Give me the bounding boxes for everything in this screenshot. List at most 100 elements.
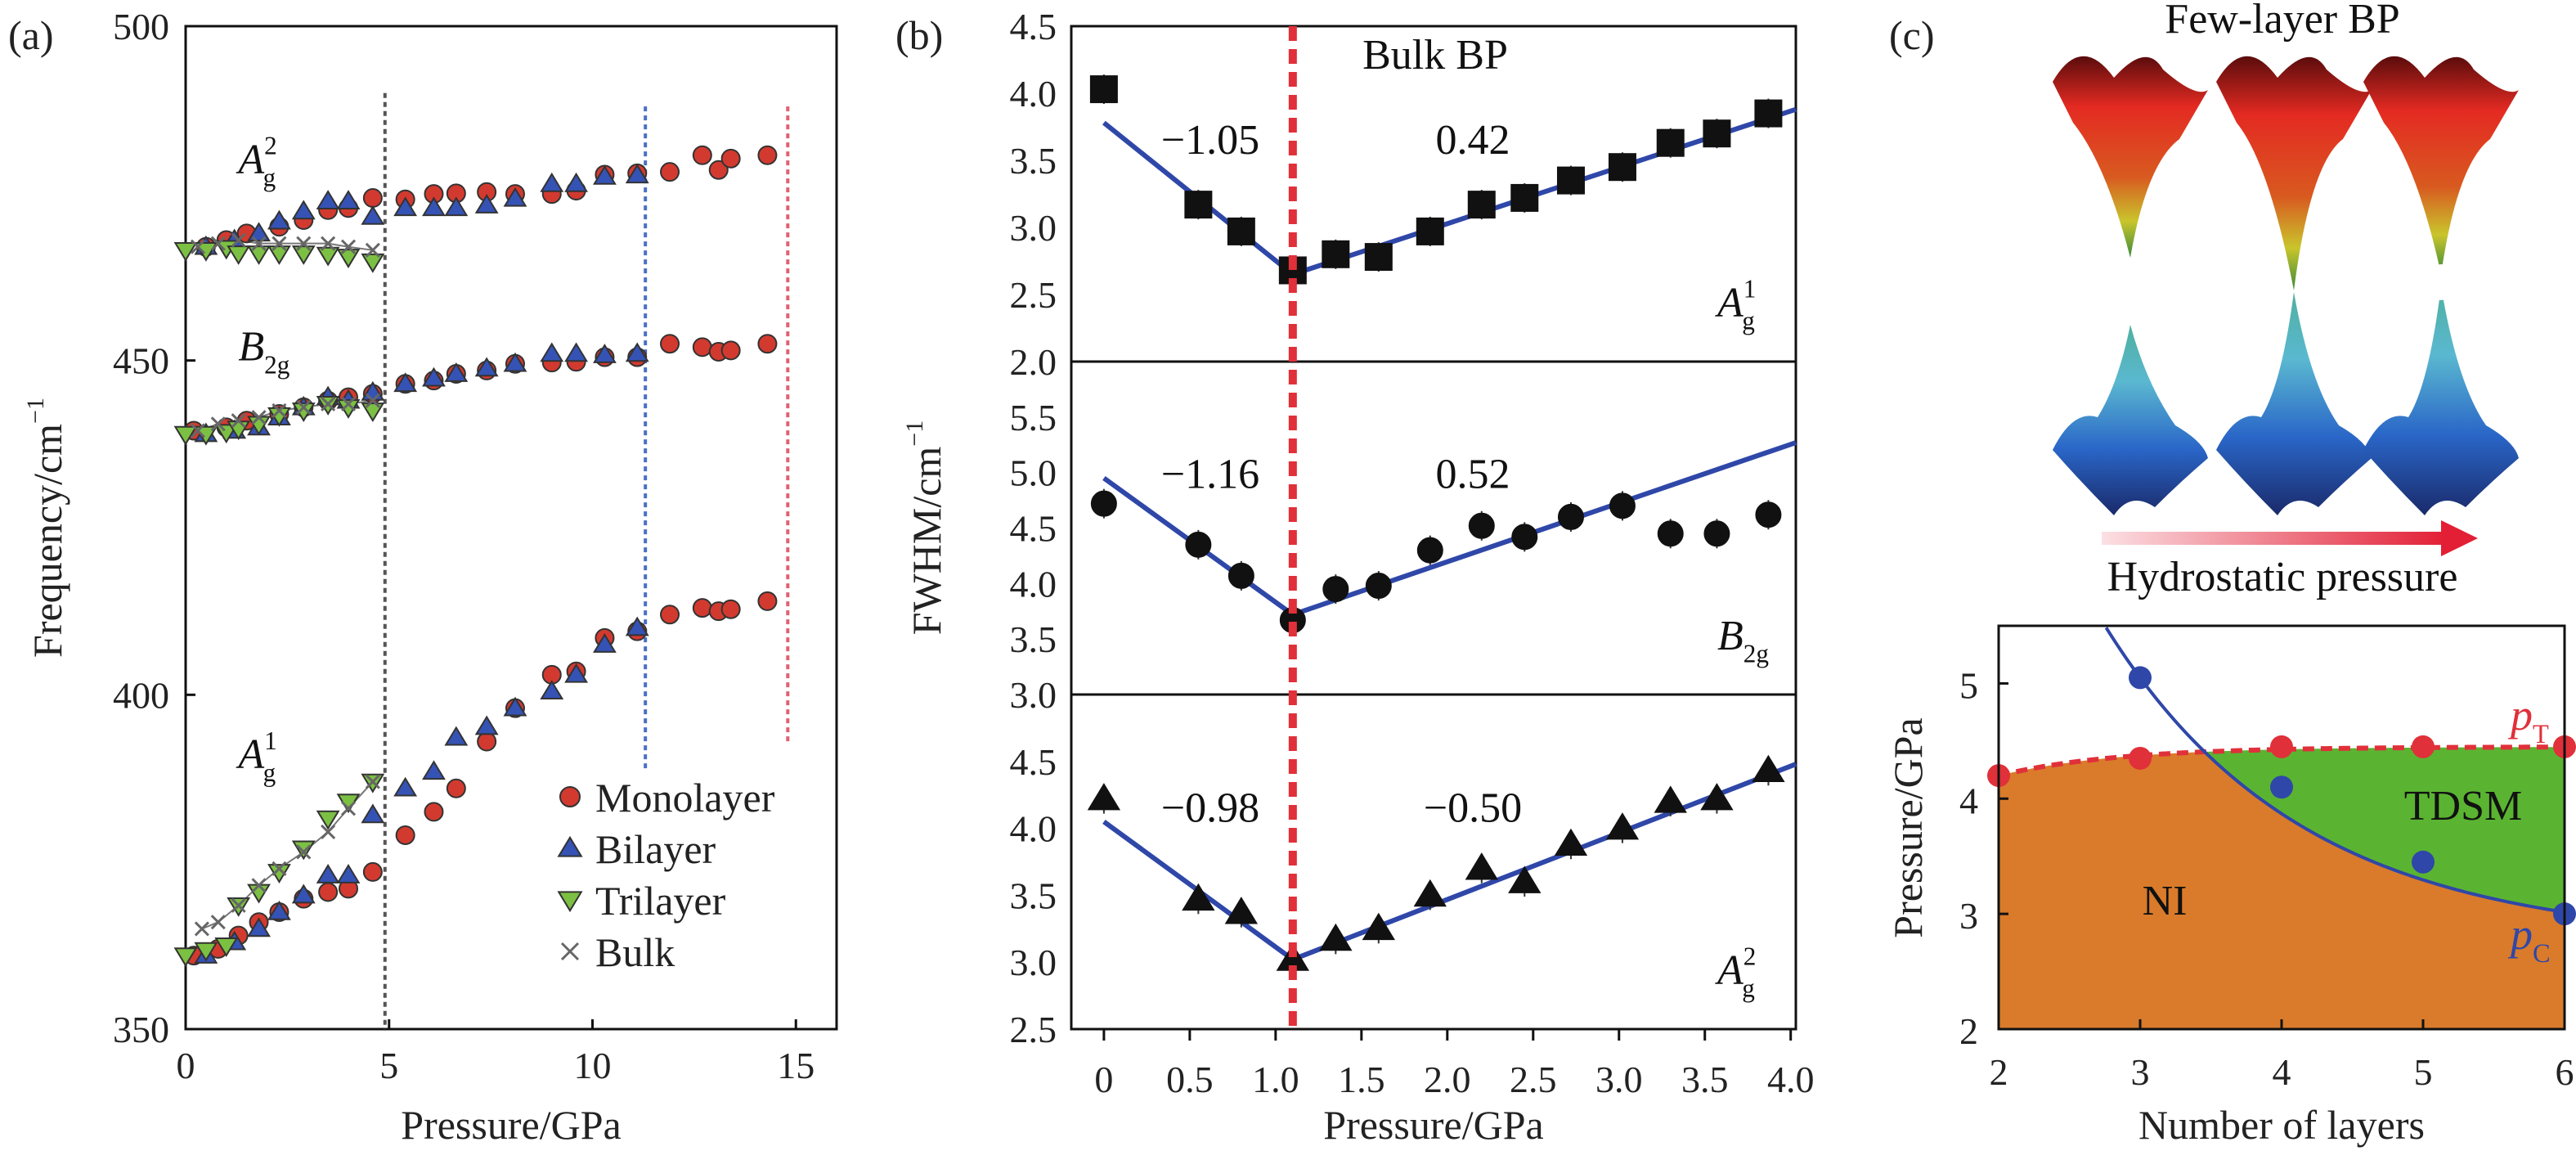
- pT-point: [2129, 746, 2152, 770]
- data-point: [251, 236, 267, 251]
- data-point: [660, 162, 680, 182]
- panel-b-plot: [1070, 25, 1797, 1041]
- y-tick-label: 2.0: [1010, 341, 1057, 383]
- x-axis-label: Number of layers: [2138, 1102, 2425, 1148]
- subplot-1: [1071, 360, 1797, 636]
- data-point: [393, 776, 418, 797]
- data-point: [1227, 562, 1254, 589]
- data-point: [362, 188, 383, 209]
- ylabel-main: Frequency/cm: [25, 424, 70, 658]
- data-point: [1090, 490, 1117, 517]
- label-sub: g: [1742, 974, 1755, 1003]
- band-structure-illustration: [2053, 56, 2519, 556]
- mode-label: A1 g: [236, 726, 276, 787]
- data-point: [1755, 501, 1782, 528]
- data-point: [1609, 492, 1636, 519]
- y-tick-label: 3.5: [1010, 618, 1057, 660]
- panel-a-plot: [173, 25, 838, 1031]
- band-cone-1: [2053, 56, 2208, 515]
- legend-label: Bilayer: [595, 826, 716, 872]
- band-cone-2: [2216, 56, 2372, 515]
- data-point: [231, 897, 246, 913]
- data-point: [564, 342, 589, 362]
- data-point: [1467, 191, 1496, 219]
- y-tick-label: 5.5: [1010, 397, 1057, 438]
- pT-point: [2412, 735, 2435, 758]
- valence-band: [2363, 286, 2519, 515]
- data-point: [1557, 503, 1584, 530]
- data-point: [251, 410, 267, 425]
- band-cone-3: [2363, 56, 2519, 515]
- label-main: A: [236, 731, 264, 778]
- data-point: [210, 236, 226, 251]
- data-point: [316, 190, 340, 209]
- data-point: [272, 236, 287, 251]
- data-point: [291, 200, 316, 220]
- label-sub: C: [2533, 939, 2551, 969]
- phase-diagram: [1987, 624, 2576, 1031]
- x-tick-label: 6: [2556, 1051, 2574, 1093]
- label-main: A: [236, 137, 264, 183]
- x-tick-label: 2.5: [1510, 1059, 1557, 1100]
- pC-point: [2412, 850, 2435, 874]
- data-point: [267, 900, 291, 920]
- data-point: [362, 861, 383, 882]
- data-point: [757, 334, 778, 354]
- data-point: [247, 222, 271, 242]
- panel-b-label: (b): [895, 12, 943, 58]
- label-main: p: [2507, 910, 2533, 959]
- y-tick-label: 350: [113, 1009, 169, 1050]
- label-sub: g: [1742, 307, 1755, 335]
- data-point: [444, 362, 469, 382]
- legend-marker: [560, 942, 580, 961]
- label-main: A: [1715, 947, 1744, 994]
- data-point: [361, 803, 385, 824]
- data-point: [1605, 812, 1640, 840]
- subplot-0: [1089, 74, 1797, 286]
- data-point: [231, 232, 246, 248]
- data-point: [692, 145, 712, 165]
- data-point: [474, 715, 499, 735]
- data-point: [474, 357, 499, 377]
- data-point: [1508, 865, 1542, 893]
- data-point: [540, 680, 564, 700]
- x-tick-label: 10: [574, 1045, 612, 1086]
- slope-label-right: −0.50: [1424, 785, 1522, 831]
- data-point: [316, 863, 340, 883]
- ylabel-sup: −1: [901, 420, 928, 447]
- y-tick-label: 2.5: [1010, 1009, 1057, 1050]
- x-tick-label: 1.0: [1252, 1059, 1299, 1100]
- data-point: [1364, 243, 1393, 272]
- label-sub: 2g: [1744, 640, 1769, 668]
- data-point: [365, 774, 380, 789]
- legend-marker: [557, 835, 583, 857]
- subplot-2: [1071, 693, 1797, 974]
- mode-label: A2 g: [1715, 942, 1756, 1003]
- data-point: [474, 194, 499, 214]
- y-axis-label: Frequency/cm−1: [22, 398, 70, 658]
- legend-marker: [557, 891, 583, 913]
- panel-a-label: (a): [8, 12, 54, 58]
- data-point: [296, 844, 312, 860]
- y-tick-label: 3.5: [1010, 874, 1057, 916]
- data-point: [336, 249, 361, 269]
- data-point: [422, 366, 446, 387]
- mode-label: B2g: [1717, 613, 1769, 668]
- data-point: [422, 196, 446, 217]
- y-tick-label: 2: [1959, 1010, 1978, 1052]
- data-point: [173, 425, 198, 446]
- data-point: [361, 402, 385, 422]
- data-point: [361, 205, 385, 225]
- data-point: [540, 172, 564, 192]
- data-point: [340, 801, 357, 816]
- x-tick-label: 3.5: [1681, 1059, 1729, 1100]
- data-point: [593, 633, 617, 653]
- y-tick-label: 3.0: [1010, 942, 1057, 983]
- data-point: [365, 242, 380, 258]
- valence-band: [2053, 325, 2208, 515]
- pT-label: pT: [2507, 690, 2549, 749]
- x-tick-label: 1.5: [1338, 1059, 1385, 1100]
- y-tick-label: 3: [1959, 895, 1978, 937]
- x-tick-label: 2: [1990, 1051, 2008, 1093]
- data-point: [227, 245, 251, 265]
